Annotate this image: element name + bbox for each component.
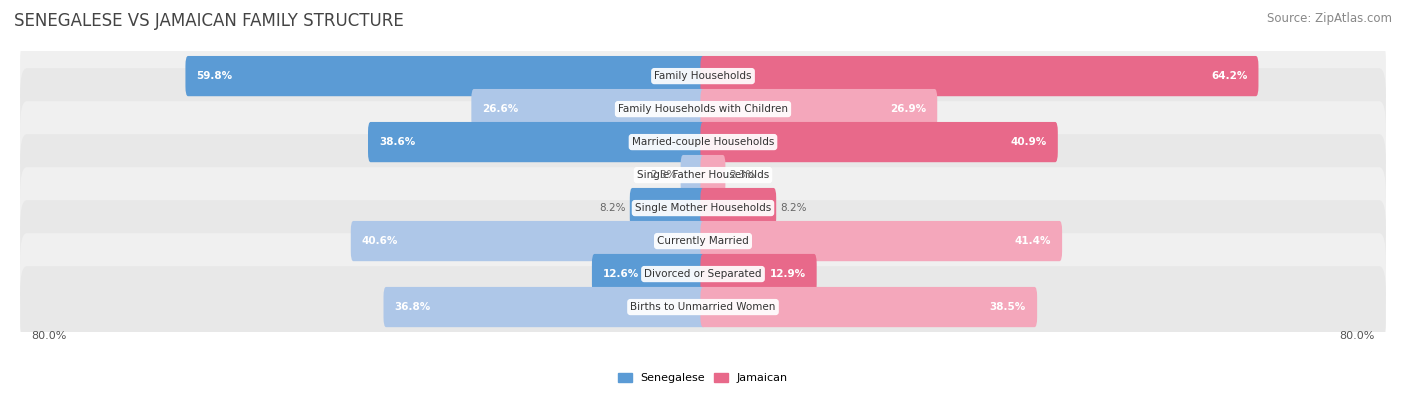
FancyBboxPatch shape [20, 101, 1386, 183]
Text: 80.0%: 80.0% [1340, 331, 1375, 341]
FancyBboxPatch shape [630, 188, 706, 228]
FancyBboxPatch shape [186, 56, 706, 96]
FancyBboxPatch shape [20, 266, 1386, 348]
FancyBboxPatch shape [700, 89, 938, 129]
Text: 41.4%: 41.4% [1014, 236, 1050, 246]
Text: 36.8%: 36.8% [395, 302, 432, 312]
FancyBboxPatch shape [350, 221, 706, 261]
FancyBboxPatch shape [592, 254, 706, 294]
FancyBboxPatch shape [700, 155, 725, 195]
Text: Source: ZipAtlas.com: Source: ZipAtlas.com [1267, 12, 1392, 25]
FancyBboxPatch shape [681, 155, 706, 195]
Text: Currently Married: Currently Married [657, 236, 749, 246]
Text: 80.0%: 80.0% [31, 331, 66, 341]
Text: 38.5%: 38.5% [990, 302, 1026, 312]
FancyBboxPatch shape [20, 134, 1386, 216]
Text: 12.6%: 12.6% [603, 269, 640, 279]
FancyBboxPatch shape [20, 35, 1386, 117]
Text: 59.8%: 59.8% [197, 71, 233, 81]
FancyBboxPatch shape [368, 122, 706, 162]
Text: Single Father Households: Single Father Households [637, 170, 769, 180]
FancyBboxPatch shape [20, 68, 1386, 150]
Text: 2.3%: 2.3% [650, 170, 676, 180]
FancyBboxPatch shape [700, 122, 1057, 162]
Text: 12.9%: 12.9% [769, 269, 806, 279]
Text: SENEGALESE VS JAMAICAN FAMILY STRUCTURE: SENEGALESE VS JAMAICAN FAMILY STRUCTURE [14, 12, 404, 30]
Text: 40.9%: 40.9% [1011, 137, 1046, 147]
FancyBboxPatch shape [20, 233, 1386, 315]
Text: 8.2%: 8.2% [599, 203, 626, 213]
Text: 2.3%: 2.3% [730, 170, 756, 180]
Text: 8.2%: 8.2% [780, 203, 807, 213]
FancyBboxPatch shape [471, 89, 706, 129]
FancyBboxPatch shape [700, 254, 817, 294]
FancyBboxPatch shape [20, 200, 1386, 282]
Text: Divorced or Separated: Divorced or Separated [644, 269, 762, 279]
Text: 38.6%: 38.6% [380, 137, 415, 147]
FancyBboxPatch shape [700, 56, 1258, 96]
Text: 26.9%: 26.9% [890, 104, 927, 114]
Text: 40.6%: 40.6% [361, 236, 398, 246]
FancyBboxPatch shape [700, 188, 776, 228]
FancyBboxPatch shape [384, 287, 706, 327]
Text: Family Households: Family Households [654, 71, 752, 81]
Text: 26.6%: 26.6% [482, 104, 519, 114]
Text: Single Mother Households: Single Mother Households [636, 203, 770, 213]
Text: Births to Unmarried Women: Births to Unmarried Women [630, 302, 776, 312]
Text: 64.2%: 64.2% [1211, 71, 1247, 81]
FancyBboxPatch shape [700, 221, 1062, 261]
Legend: Senegalese, Jamaican: Senegalese, Jamaican [614, 369, 792, 388]
Text: Family Households with Children: Family Households with Children [619, 104, 787, 114]
FancyBboxPatch shape [20, 167, 1386, 249]
FancyBboxPatch shape [700, 287, 1038, 327]
Text: Married-couple Households: Married-couple Households [631, 137, 775, 147]
